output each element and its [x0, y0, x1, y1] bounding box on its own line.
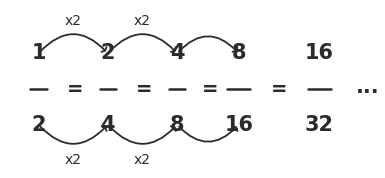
- Text: ...: ...: [356, 77, 380, 97]
- Text: =: =: [67, 80, 83, 98]
- Text: 4: 4: [170, 43, 184, 63]
- Text: x2: x2: [65, 14, 82, 28]
- Text: 16: 16: [305, 43, 334, 63]
- Text: 4: 4: [100, 115, 115, 135]
- Text: 8: 8: [170, 115, 184, 135]
- Text: 32: 32: [305, 115, 334, 135]
- Text: 2: 2: [100, 43, 115, 63]
- Text: 2: 2: [31, 115, 46, 135]
- Text: =: =: [271, 80, 287, 98]
- Text: =: =: [136, 80, 152, 98]
- Text: x2: x2: [134, 153, 151, 167]
- Text: =: =: [202, 80, 218, 98]
- Text: 8: 8: [231, 43, 246, 63]
- Text: 1: 1: [31, 43, 46, 63]
- Text: x2: x2: [65, 153, 82, 167]
- Text: 16: 16: [224, 115, 253, 135]
- Text: x2: x2: [134, 14, 151, 28]
